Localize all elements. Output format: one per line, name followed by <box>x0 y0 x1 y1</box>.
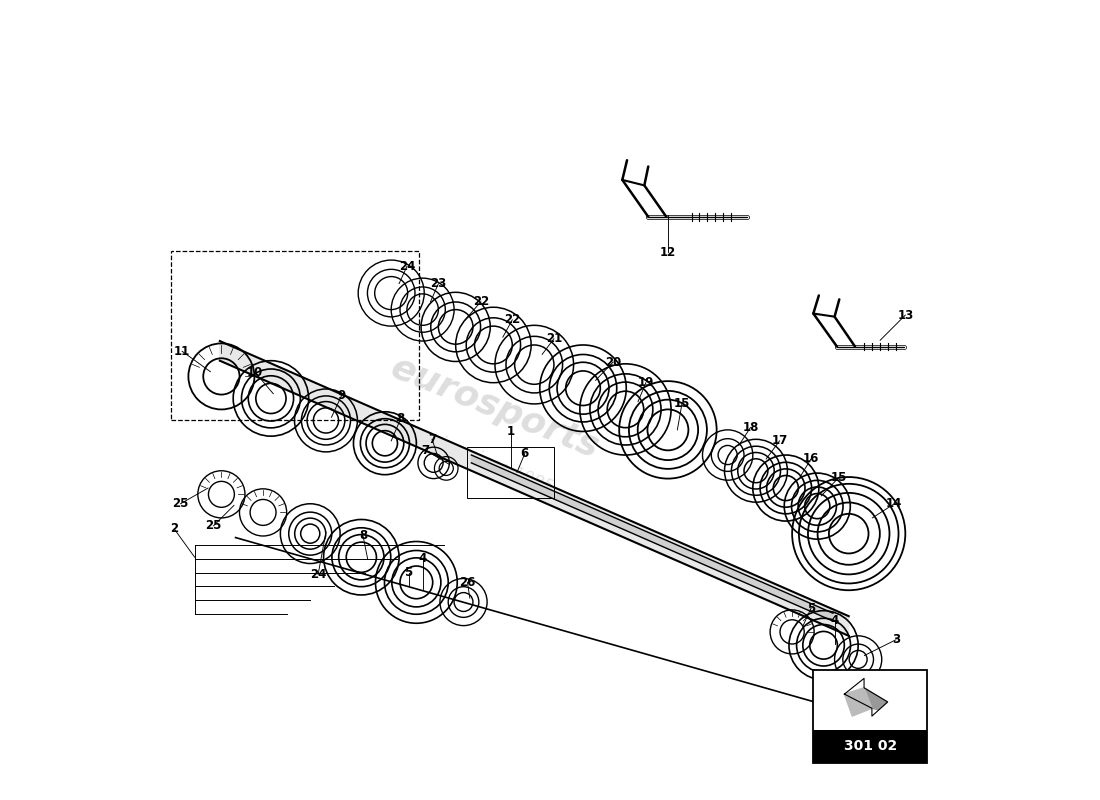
Text: 1: 1 <box>507 425 515 438</box>
Text: 22: 22 <box>504 314 520 326</box>
Text: 22: 22 <box>473 295 488 308</box>
Text: 3: 3 <box>892 634 900 646</box>
Text: 8: 8 <box>396 412 405 426</box>
Text: 301 02: 301 02 <box>844 739 896 754</box>
Text: 15: 15 <box>832 470 847 483</box>
Text: eurosports: eurosports <box>386 350 604 465</box>
Text: 18: 18 <box>742 421 759 434</box>
Text: 20: 20 <box>605 356 621 369</box>
Text: 24: 24 <box>310 568 327 581</box>
Polygon shape <box>845 688 872 716</box>
Text: 26: 26 <box>460 576 475 589</box>
Text: 25: 25 <box>206 519 222 532</box>
Bar <box>468 447 554 498</box>
Text: 15: 15 <box>674 397 691 410</box>
Text: 19: 19 <box>638 376 654 390</box>
Text: a passion since 1985: a passion since 1985 <box>387 414 556 496</box>
Text: 8: 8 <box>359 529 367 542</box>
Text: 4: 4 <box>830 614 838 626</box>
Text: 25: 25 <box>173 498 189 510</box>
Text: 17: 17 <box>771 434 788 447</box>
Text: 12: 12 <box>660 246 676 258</box>
Text: 24: 24 <box>398 260 415 273</box>
Polygon shape <box>845 678 888 716</box>
Text: 7: 7 <box>428 433 436 446</box>
Polygon shape <box>865 688 888 710</box>
Polygon shape <box>220 341 849 636</box>
Text: 5: 5 <box>807 602 815 615</box>
Bar <box>813 730 927 763</box>
Text: 23: 23 <box>430 277 447 290</box>
Polygon shape <box>472 455 833 621</box>
Text: 13: 13 <box>898 309 913 322</box>
Text: 16: 16 <box>803 453 820 466</box>
Text: 6: 6 <box>520 447 529 460</box>
Text: 7: 7 <box>421 444 430 457</box>
Text: 5: 5 <box>405 566 412 579</box>
Text: 4: 4 <box>418 552 427 566</box>
Bar <box>172 250 419 420</box>
Bar <box>813 670 927 763</box>
Text: 21: 21 <box>546 332 562 345</box>
Text: 2: 2 <box>170 522 178 535</box>
Text: 9: 9 <box>338 389 345 402</box>
Text: 10: 10 <box>248 366 263 379</box>
Text: 14: 14 <box>887 498 902 510</box>
Text: 11: 11 <box>174 345 190 358</box>
